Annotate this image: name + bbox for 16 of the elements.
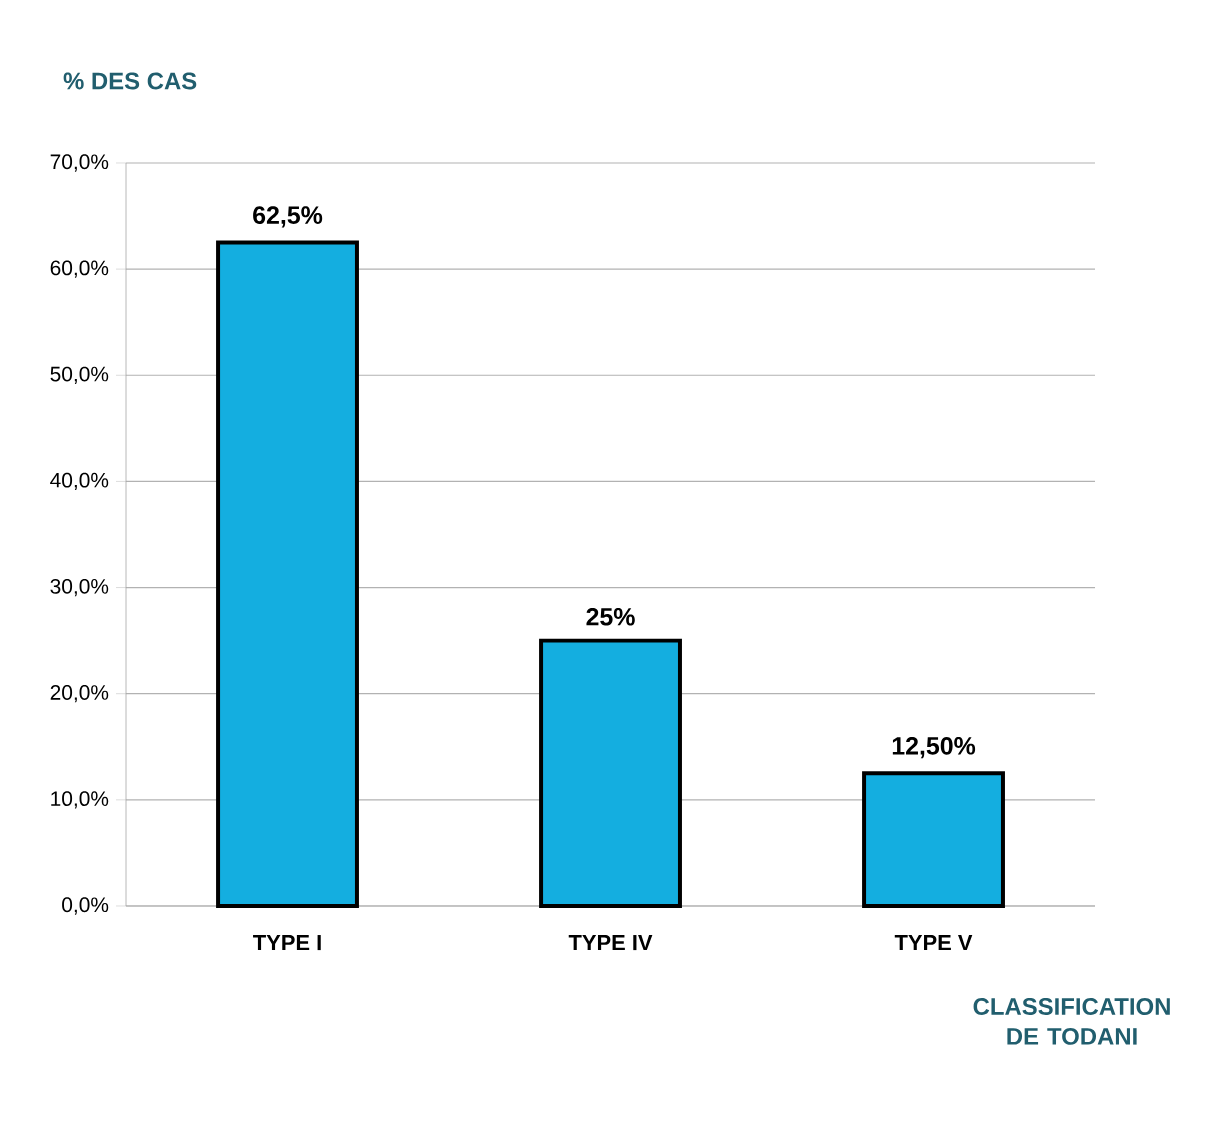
x-tick-label: TYPE I xyxy=(253,935,321,951)
data-label: 12,50% xyxy=(892,737,976,759)
y-tick-label: 40,0% xyxy=(50,472,109,491)
y-tick-label: 10,0% xyxy=(51,791,109,809)
y-tick-label: 0,0% xyxy=(62,897,109,915)
y-tick-label: 50,0% xyxy=(50,366,109,384)
data-label: 62,5% xyxy=(253,206,323,228)
data-label: 25% xyxy=(586,607,635,626)
x-tick-label: TYPE IV xyxy=(568,935,653,951)
y-axis-title: % DES CAS xyxy=(63,72,197,90)
y-tick-label: 60,0% xyxy=(50,260,109,278)
y-tick-label: 30,0% xyxy=(50,578,109,597)
y-tick-label: 70,0% xyxy=(50,154,109,172)
y-tick-label: 20,0% xyxy=(50,685,109,703)
x-axis-title: CLASSIFICATION DE TODANI xyxy=(973,998,1170,1045)
x-tick-label: TYPE V xyxy=(894,935,973,951)
